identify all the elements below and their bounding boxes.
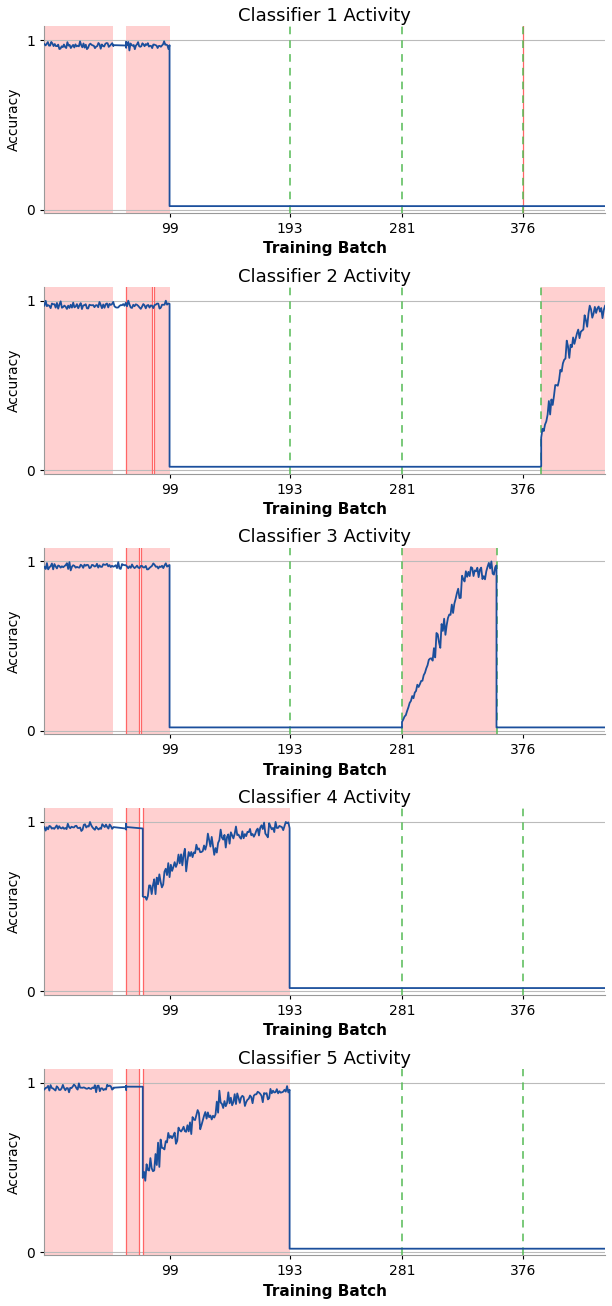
Bar <box>541 287 605 474</box>
Title: Classifier 5 Activity: Classifier 5 Activity <box>238 1050 411 1067</box>
Bar <box>126 808 139 995</box>
Title: Classifier 4 Activity: Classifier 4 Activity <box>238 789 411 807</box>
Bar <box>143 808 289 995</box>
Title: Classifier 2 Activity: Classifier 2 Activity <box>238 268 411 286</box>
Bar <box>143 1070 289 1255</box>
Bar <box>45 808 113 995</box>
Bar <box>141 547 170 734</box>
Title: Classifier 1 Activity: Classifier 1 Activity <box>238 7 411 25</box>
Bar <box>45 1070 113 1255</box>
Bar <box>126 287 152 474</box>
Bar <box>402 547 496 734</box>
Bar <box>45 26 113 213</box>
Bar <box>126 547 139 734</box>
X-axis label: Training Batch: Training Batch <box>263 1284 387 1299</box>
Y-axis label: Accuracy: Accuracy <box>7 870 21 934</box>
Title: Classifier 3 Activity: Classifier 3 Activity <box>238 528 411 546</box>
X-axis label: Training Batch: Training Batch <box>263 242 387 256</box>
Bar <box>45 287 113 474</box>
X-axis label: Training Batch: Training Batch <box>263 763 387 778</box>
Y-axis label: Accuracy: Accuracy <box>7 1131 21 1194</box>
Bar <box>45 547 113 734</box>
Bar <box>126 26 170 213</box>
Bar <box>126 1070 139 1255</box>
X-axis label: Training Batch: Training Batch <box>263 1024 387 1038</box>
Y-axis label: Accuracy: Accuracy <box>7 609 21 673</box>
Y-axis label: Accuracy: Accuracy <box>7 349 21 413</box>
X-axis label: Training Batch: Training Batch <box>263 502 387 517</box>
Y-axis label: Accuracy: Accuracy <box>7 88 21 151</box>
Bar <box>154 287 170 474</box>
